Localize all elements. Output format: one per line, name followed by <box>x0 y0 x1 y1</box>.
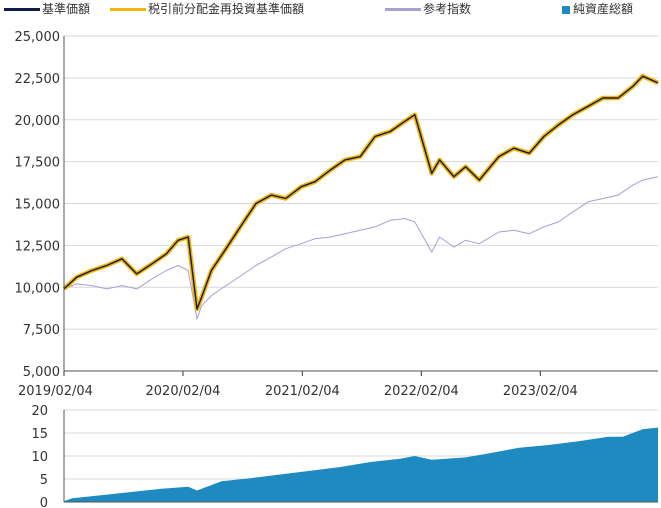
legend-label-reference-index: 参考指数 <box>423 2 472 16</box>
reference-index-line <box>63 176 659 320</box>
main-axes <box>63 36 658 372</box>
sub-y-tick-label: 5 <box>40 473 48 488</box>
sub-y-tick-label: 15 <box>31 427 48 442</box>
y-tick-label: 25,000 <box>15 30 61 45</box>
legend-label-net-assets: 純資産総額 <box>573 2 634 16</box>
y-tick-label: 12,500 <box>15 239 61 254</box>
net-assets-area <box>64 427 658 502</box>
sub-y-tick-label: 10 <box>31 450 48 465</box>
legend-swatch-nav <box>4 8 40 11</box>
sub-y-tick-labels: 0 5 10 15 20 <box>31 404 48 508</box>
x-tick-label: 2020/02/04 <box>146 384 221 399</box>
legend-item-reference-index: 参考指数 <box>385 1 471 17</box>
legend-swatch-net-assets <box>562 5 570 14</box>
y-tick-label: 17,500 <box>15 156 61 171</box>
sub-axes <box>63 410 658 503</box>
legend-swatch-reinvested-nav <box>110 8 146 11</box>
x-tick-label: 2023/02/04 <box>503 384 578 399</box>
y-tick-label: 7,500 <box>23 323 60 338</box>
y-tick-label: 20,000 <box>15 114 61 129</box>
legend-label-reinvested-nav: 税引前分配金再投資基準価額 <box>148 2 305 16</box>
legend-item-net-assets: 純資産総額 <box>562 1 633 17</box>
x-tick-label: 2021/02/04 <box>265 384 340 399</box>
sub-y-tick-label: 20 <box>31 404 48 419</box>
legend-item-nav: 基準価額 <box>4 1 90 17</box>
y-tick-label: 10,000 <box>15 281 61 296</box>
legend-label-nav: 基準価額 <box>42 2 91 16</box>
chart-legend: 基準価額 税引前分配金再投資基準価額 参考指数 純資産総額 <box>0 0 661 20</box>
y-tick-label: 5,000 <box>23 365 60 380</box>
sub-plot-series <box>64 427 658 502</box>
x-tick-labels: 2019/02/04 2020/02/04 2021/02/04 2022/02/04… <box>18 371 578 399</box>
y-tick-label: 15,000 <box>15 198 61 213</box>
reinvested-nav-line <box>62 73 659 312</box>
legend-item-reinvested-nav: 税引前分配金再投資基準価額 <box>110 1 304 17</box>
nav-line <box>63 75 659 310</box>
x-tick-label: 2022/02/04 <box>384 384 459 399</box>
main-y-tick-labels: 5,000 7,500 10,000 12,500 15,000 17,500 20,000… <box>15 30 61 380</box>
y-tick-label: 22,500 <box>15 72 61 87</box>
main-plot-series <box>62 73 659 320</box>
sub-y-tick-label: 0 <box>40 496 48 508</box>
main-gridlines <box>64 35 658 372</box>
x-tick-label: 2019/02/04 <box>18 384 93 399</box>
legend-swatch-reference-index <box>385 8 421 11</box>
